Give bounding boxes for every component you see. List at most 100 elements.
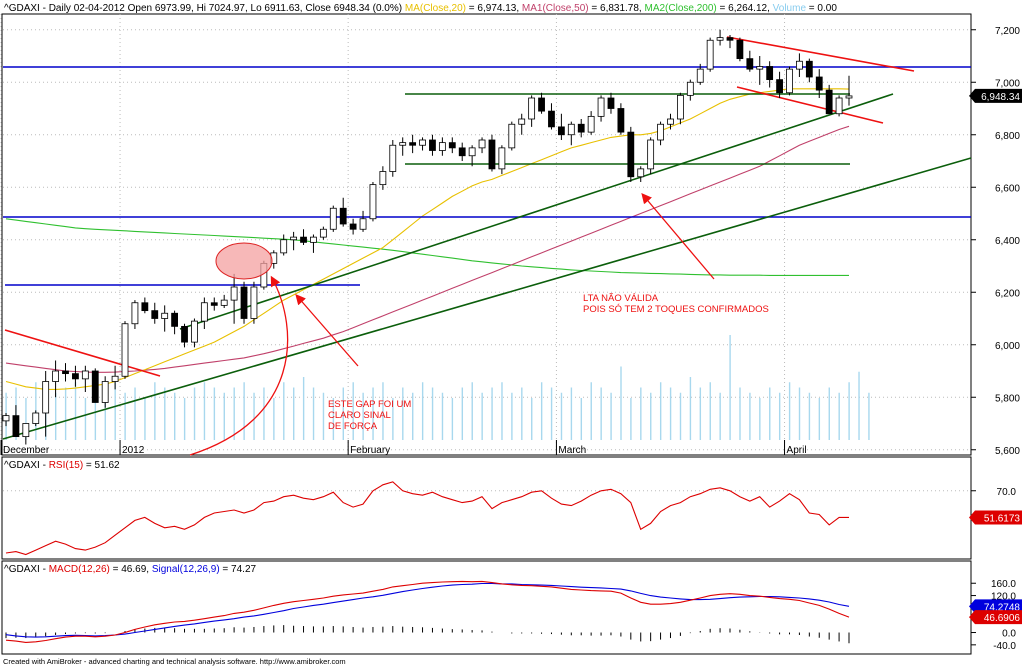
curved-arrow-gap xyxy=(189,275,289,456)
volume-bar xyxy=(858,371,860,440)
rsi-last-label: 51.6173 xyxy=(984,513,1021,524)
legend-part: = 74.27 xyxy=(220,564,257,575)
month-label: April xyxy=(787,445,807,456)
price-tick-label: 6,800 xyxy=(995,131,1020,142)
volume-bar xyxy=(352,382,354,440)
rsi-line xyxy=(5,481,849,556)
candle-body xyxy=(548,110,555,128)
volume-bar xyxy=(84,398,87,440)
volume-bar xyxy=(699,387,702,440)
rsi-pane-frame xyxy=(1,456,972,560)
volume-bar xyxy=(213,387,216,440)
arrow-gap xyxy=(295,294,359,367)
candle-body xyxy=(191,320,198,343)
volume-bar xyxy=(64,387,67,440)
legend-part: = 6,974.13, xyxy=(466,3,522,14)
volume-bar xyxy=(421,382,424,440)
candle-body xyxy=(508,123,516,149)
volume-bar xyxy=(709,382,711,440)
annotation-gap-line-3: DE FORÇA xyxy=(328,421,378,432)
axes: 7,200 7,000 6,800 6,600 6,400 6,200 6,000 5,800… xyxy=(0,26,1022,457)
candle-body xyxy=(329,207,337,230)
signal-last-tag xyxy=(969,599,1022,614)
macd-tick-label: 120.0 xyxy=(991,592,1016,603)
candle-body xyxy=(786,68,793,94)
volume-bar xyxy=(491,387,493,440)
candlesticks xyxy=(2,29,853,445)
volume-bar xyxy=(441,392,444,440)
legend-part: ^GDAXI - Daily 02-04-2012 Open 6973.99, … xyxy=(4,3,405,14)
candle-body xyxy=(518,118,526,125)
volume-bar xyxy=(392,398,394,440)
volume-bar xyxy=(471,382,473,440)
candle-body xyxy=(310,236,317,243)
candle-body xyxy=(597,97,605,117)
legend-part: MACD(12,26) xyxy=(49,564,110,575)
candle-body xyxy=(339,207,347,225)
candle-body xyxy=(151,310,159,319)
candle-body xyxy=(726,37,734,41)
volume-bar xyxy=(243,382,245,440)
candle-body xyxy=(796,60,803,70)
candle-body xyxy=(637,168,645,178)
volume-bar xyxy=(739,387,741,440)
candle-body xyxy=(131,302,139,325)
candle-body xyxy=(746,58,754,70)
annotation-lta-line-2: POIS SÓ TEM 2 TOQUES CONFIRMADOS xyxy=(583,304,769,315)
trendline-upper-green xyxy=(179,93,894,330)
price-tick-label: 6,600 xyxy=(995,183,1020,194)
volume-bar xyxy=(293,387,295,440)
candle-body xyxy=(835,97,843,115)
volume-bar xyxy=(838,392,840,440)
volume-bar xyxy=(749,392,751,440)
volume-bar xyxy=(372,387,374,440)
candle-body xyxy=(91,370,99,403)
macd-last-label: 46.6906 xyxy=(984,613,1021,624)
candle-body xyxy=(349,223,357,230)
candle-body xyxy=(81,370,89,380)
legend-part: = 46.69, xyxy=(110,564,152,575)
candle-body xyxy=(756,66,764,70)
legend-part: Volume xyxy=(773,3,807,14)
candle-body xyxy=(478,139,486,149)
candle-body xyxy=(369,184,377,220)
volume-bar xyxy=(402,387,404,440)
volume-bar xyxy=(511,392,513,440)
volume-bars xyxy=(5,335,870,440)
candle-body xyxy=(121,323,129,377)
month-label: February xyxy=(350,445,390,456)
channel-top-red-line xyxy=(726,36,915,72)
volume-bar xyxy=(590,382,592,440)
volume-bar xyxy=(788,382,791,440)
candle-body xyxy=(171,312,179,327)
rsi-last-tag xyxy=(969,510,1022,525)
legend-part: ^GDAXI - xyxy=(4,460,49,471)
volume-bar xyxy=(25,398,27,440)
candle-body xyxy=(220,299,228,306)
volume-bar xyxy=(412,392,414,440)
candle-body xyxy=(389,144,397,172)
rsi-pane: 70.0 51.6173 xyxy=(3,481,1022,556)
macd-header-legend: ^GDAXI - MACD(12,26) = 46.69, Signal(12,… xyxy=(4,564,257,575)
legend-part: MA(Close,20) xyxy=(405,3,466,14)
volume-bar xyxy=(521,387,523,440)
moving-averages xyxy=(5,88,850,390)
candle-body xyxy=(32,412,40,424)
annotation-gap-line-2: CLARO SINAL xyxy=(328,410,391,421)
volume-bar xyxy=(253,392,255,440)
candle-body xyxy=(617,108,625,133)
candle-body xyxy=(696,68,704,83)
candle-body xyxy=(805,60,813,78)
volume-bar xyxy=(669,387,672,440)
volume-bar xyxy=(223,392,225,440)
candle-body xyxy=(458,147,466,157)
candle-body xyxy=(141,302,149,312)
volume-bar xyxy=(828,387,830,440)
candle-body xyxy=(557,126,565,136)
candle-body xyxy=(240,286,248,319)
candle-body xyxy=(429,139,436,151)
candle-body xyxy=(776,79,783,94)
macd-tick-label: -40.0 xyxy=(993,641,1016,652)
